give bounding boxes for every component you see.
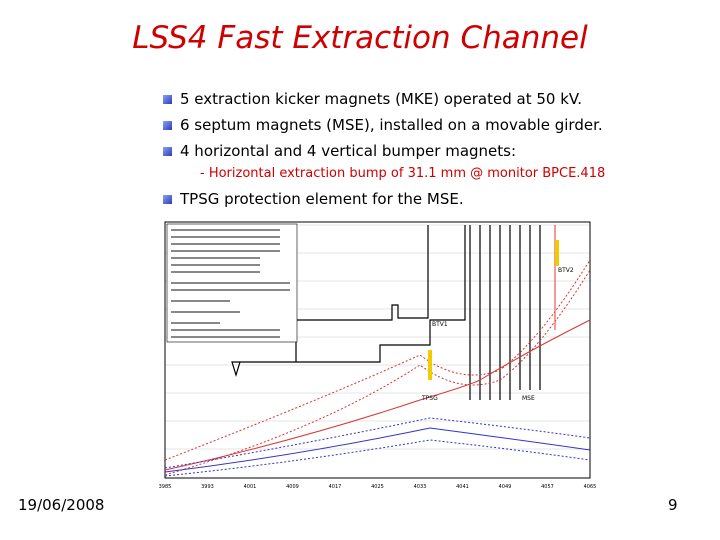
bullet: TPSG protection element for the MSE.: [163, 190, 464, 208]
x-tick-label: 4025: [371, 484, 384, 490]
beam-trajectory: [164, 319, 591, 471]
envelope-lower: [164, 269, 591, 476]
footer-date: 19/06/2008: [18, 496, 105, 514]
x-tick-label: 3985: [159, 484, 172, 490]
bullet: 6 septum magnets (MSE), installed on a m…: [163, 116, 603, 134]
x-tick-label: 4041: [456, 484, 469, 490]
figure-label: TPSG: [421, 395, 438, 402]
figure-labels: BTV1 BTV2 TPSG MSE: [421, 267, 574, 402]
x-tick-label: 4017: [329, 484, 342, 490]
x-tick-label: 4049: [499, 484, 512, 490]
x-tick-label: 4057: [541, 484, 554, 490]
slide-title: LSS4 Fast Extraction Channel: [132, 20, 588, 56]
page-number: 9: [668, 496, 678, 514]
x-tick-label: 4065: [584, 484, 597, 490]
bullet: 5 extraction kicker magnets (MKE) operat…: [163, 90, 582, 108]
aperture-lines: [231, 225, 541, 400]
vertical-envelope: [164, 417, 591, 477]
vertical-trajectory: [164, 427, 591, 473]
figure-label: BTV1: [432, 321, 448, 328]
x-tick-label: 4033: [414, 484, 427, 490]
figure-x-ticks: 3985 3993 4001 4009 4017 4025 4033 4041 4049 4057…: [159, 484, 597, 490]
figure-frame: [164, 221, 591, 479]
figure-label: BTV2: [558, 267, 574, 274]
bullet: 4 horizontal and 4 vertical bumper magne…: [162, 142, 517, 160]
figure-legend-text: [171, 229, 290, 338]
figure-label: MSE: [522, 395, 535, 402]
btv2-marker: [555, 240, 559, 266]
x-tick-label: 4009: [286, 484, 299, 490]
x-tick-label: 4001: [244, 484, 257, 490]
sub-bullet: - Horizontal extraction bump of 31.1 mm …: [200, 166, 606, 181]
tpsg-marker: [428, 350, 432, 380]
x-tick-label: 3993: [201, 484, 214, 490]
